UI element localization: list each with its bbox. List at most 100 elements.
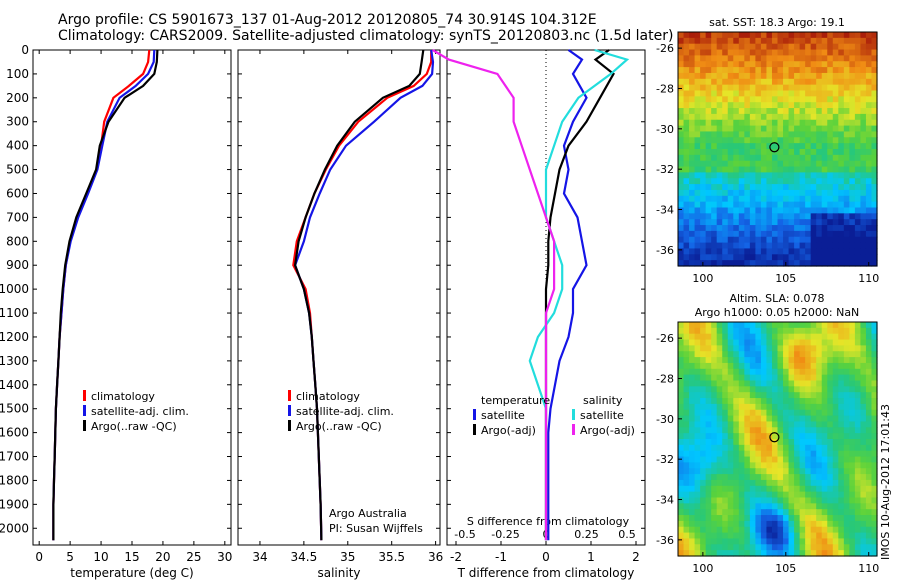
sla_map-cell [727, 351, 734, 358]
sla_map-cell [805, 439, 812, 446]
sst_map-cell [799, 154, 806, 162]
sst_map-cell [788, 189, 795, 197]
sla_map-cell [865, 444, 873, 452]
sst_map-cell [860, 90, 867, 97]
sst_map-cell [810, 160, 817, 168]
sla_map-cell [689, 351, 696, 358]
sst_map-cell [683, 154, 690, 162]
sst_map-cell [849, 125, 856, 133]
sst_map-cell [843, 90, 850, 97]
sst_map-cell [810, 37, 817, 45]
sst_map-cell [777, 166, 784, 173]
sla_map-cell [700, 497, 707, 504]
sla_map-cell [783, 374, 790, 382]
sst_map-cell [838, 195, 845, 203]
sst_map-cell [722, 154, 729, 162]
salinity-legend-label: climatology [296, 390, 360, 403]
sla_map-cell [755, 468, 762, 475]
sst_map-cell [854, 236, 862, 244]
sla_map-cell [816, 374, 823, 382]
sst_map-cell [738, 248, 745, 255]
sla_map-cell [683, 444, 690, 452]
sst_map-cell [733, 125, 740, 133]
sla_map-cell [794, 485, 801, 493]
sst_map-cell [766, 55, 773, 62]
sst_map-cell [738, 72, 745, 80]
sla_map-cell [788, 368, 795, 376]
sla_map-cell [705, 439, 712, 446]
sla_map-cell [733, 380, 740, 387]
sst_map-cell [722, 119, 729, 127]
sst_map-cell [832, 189, 839, 197]
sla_map-cell [678, 497, 685, 504]
sla_map-cell [799, 327, 806, 335]
sst_map-cell [827, 184, 834, 191]
sla_map-cell [722, 456, 729, 463]
sst_map-cell [733, 184, 740, 191]
sla_map-cell [865, 485, 873, 493]
sst_map-cell [705, 55, 712, 62]
sst_map-cell [700, 184, 707, 191]
sla_map-cell [760, 444, 768, 452]
sla_map-cell [843, 538, 850, 545]
sla_map-cell [733, 503, 740, 510]
salinity-series-line [293, 49, 425, 541]
sla_map-cell [860, 433, 867, 440]
sla_map-cell [854, 503, 862, 510]
sst_map-cell [854, 219, 862, 226]
sst_map-cell [816, 131, 823, 138]
sst_map-cell [799, 236, 806, 244]
sst_map-cell [838, 49, 845, 56]
sla_map-cell [799, 415, 806, 423]
sla_map-cell [827, 520, 834, 528]
sst_map-cell [683, 72, 690, 80]
sst_map-cell [783, 184, 790, 191]
sst_map-cell [749, 184, 756, 191]
sst_map-cell [689, 108, 696, 115]
sst_map-cell [871, 178, 878, 185]
sst_map-cell [821, 84, 828, 92]
sst_map-cell [766, 84, 773, 92]
sst_map-cell [854, 207, 862, 214]
sla_map-cell [755, 380, 762, 387]
sla_map-cell [821, 509, 828, 516]
sla_map-cell [865, 497, 873, 504]
sst_map-cell [805, 72, 812, 80]
sla_map-cell [827, 515, 834, 522]
sla_map-cell [843, 398, 850, 405]
map-y-tick-label: -34 [656, 494, 674, 507]
sst_map-cell [783, 172, 790, 179]
sla_map-cell [838, 433, 845, 440]
sst_map-cell [749, 72, 756, 80]
sst_map-cell [871, 143, 878, 150]
sla_map-cell [777, 403, 784, 411]
sst_map-cell [821, 189, 828, 197]
sla_map-cell [744, 526, 751, 534]
sla_map-cell [810, 450, 817, 458]
sla_map-cell [832, 526, 839, 534]
sst_map-cell [788, 207, 795, 214]
sla_map-cell [871, 421, 878, 428]
sst_map-cell [755, 43, 762, 51]
sla_map-cell [738, 439, 745, 446]
sst_map-cell [799, 160, 806, 168]
sla_map-cell [799, 421, 806, 428]
sst_map-cell [683, 160, 690, 168]
sla_map-cell [838, 491, 845, 499]
sst_map-cell [816, 201, 823, 209]
sst_map-cell [821, 236, 828, 244]
sla_map-cell [733, 485, 740, 493]
sst_map-cell [711, 61, 718, 68]
sla_map-cell [727, 392, 734, 399]
sla_map-cell [733, 450, 740, 458]
sst_map-cell [755, 125, 762, 133]
sst_map-cell [771, 172, 779, 179]
sst_map-cell [689, 260, 696, 267]
sst_map-cell [760, 102, 768, 109]
sla_map-cell [838, 357, 845, 364]
sst_map-cell [827, 96, 834, 103]
sla_map-cell [832, 479, 839, 487]
sla_map-cell [738, 485, 745, 493]
sst_map-cell [805, 102, 812, 109]
sst_map-cell [794, 154, 801, 162]
